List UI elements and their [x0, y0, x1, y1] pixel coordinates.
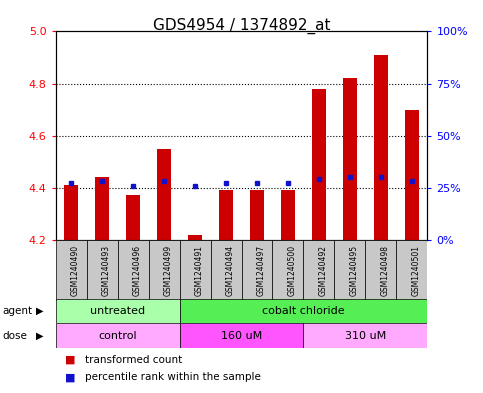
- Text: GSM1240500: GSM1240500: [288, 244, 297, 296]
- Text: percentile rank within the sample: percentile rank within the sample: [85, 372, 260, 382]
- Text: ■: ■: [65, 372, 76, 382]
- Bar: [397, 240, 427, 301]
- Text: dose: dose: [2, 331, 28, 341]
- Text: untreated: untreated: [90, 306, 145, 316]
- Text: transformed count: transformed count: [85, 354, 182, 365]
- Bar: [56, 323, 180, 348]
- Bar: [281, 190, 295, 240]
- Text: GDS4954 / 1374892_at: GDS4954 / 1374892_at: [153, 18, 330, 34]
- Text: GSM1240494: GSM1240494: [226, 244, 235, 296]
- Bar: [303, 240, 334, 301]
- Bar: [180, 323, 303, 348]
- Text: ▶: ▶: [36, 331, 43, 341]
- Bar: [211, 240, 242, 301]
- Text: 160 uM: 160 uM: [221, 331, 262, 341]
- Text: GSM1240499: GSM1240499: [164, 244, 173, 296]
- Text: agent: agent: [2, 306, 32, 316]
- Text: ■: ■: [65, 354, 76, 365]
- Bar: [56, 240, 86, 301]
- Bar: [312, 89, 326, 240]
- Bar: [180, 240, 211, 301]
- Bar: [64, 185, 78, 240]
- Text: GSM1240492: GSM1240492: [319, 244, 328, 296]
- Bar: [149, 240, 180, 301]
- Text: 310 uM: 310 uM: [345, 331, 386, 341]
- Bar: [242, 240, 272, 301]
- Bar: [157, 149, 171, 240]
- Text: cobalt chloride: cobalt chloride: [262, 306, 345, 316]
- Bar: [95, 177, 109, 240]
- Text: GSM1240498: GSM1240498: [381, 244, 390, 296]
- Bar: [188, 235, 202, 240]
- Bar: [56, 299, 180, 323]
- Bar: [343, 78, 357, 240]
- Bar: [405, 110, 419, 240]
- Bar: [86, 240, 117, 301]
- Bar: [374, 55, 388, 240]
- Text: GSM1240495: GSM1240495: [350, 244, 359, 296]
- Text: GSM1240496: GSM1240496: [133, 244, 142, 296]
- Text: control: control: [98, 331, 137, 341]
- Bar: [126, 195, 140, 240]
- Bar: [180, 299, 427, 323]
- Bar: [250, 190, 264, 240]
- Bar: [219, 190, 233, 240]
- Text: GSM1240501: GSM1240501: [412, 244, 421, 296]
- Bar: [366, 240, 397, 301]
- Text: GSM1240497: GSM1240497: [257, 244, 266, 296]
- Text: ▶: ▶: [36, 306, 43, 316]
- Text: GSM1240490: GSM1240490: [71, 244, 80, 296]
- Bar: [272, 240, 303, 301]
- Text: GSM1240491: GSM1240491: [195, 244, 204, 296]
- Bar: [334, 240, 366, 301]
- Bar: [303, 323, 427, 348]
- Bar: [117, 240, 149, 301]
- Text: GSM1240493: GSM1240493: [102, 244, 111, 296]
